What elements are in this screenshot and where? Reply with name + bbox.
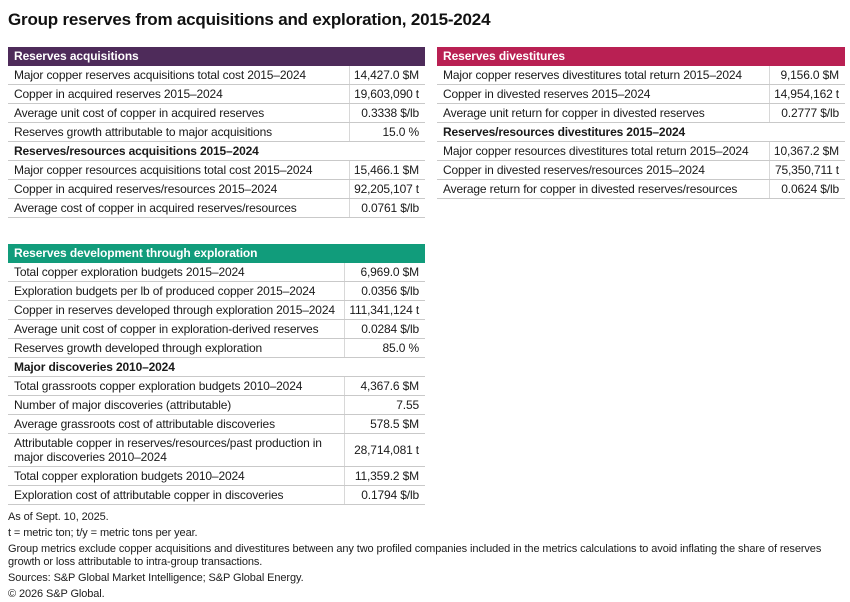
table-reserves-divestitures: Reserves divestitures Major copper reser…	[437, 47, 845, 199]
table-subheader-row: Reserves/resources acquisitions 2015–202…	[8, 141, 425, 161]
table-row: Major copper resources divestitures tota…	[437, 141, 845, 161]
table-row: Copper in divested reserves 2015–2024 14,…	[437, 84, 845, 104]
metric-value: 11,359.2 $M	[344, 466, 425, 486]
metric-value: 0.0761 $/lb	[348, 198, 425, 218]
table-reserves-acquisitions: Reserves acquisitions Major copper reser…	[8, 47, 425, 218]
metric-label: Major copper resources divestitures tota…	[437, 141, 770, 161]
table-row: Reserves growth developed through explor…	[8, 338, 425, 358]
metric-label: Exploration cost of attributable copper …	[8, 485, 345, 505]
footnote-methodology: Group metrics exclude copper acquisition…	[8, 543, 822, 568]
metrics-table: Major copper reserves acquisitions total…	[8, 66, 425, 218]
table-row: Average grassroots cost of attributable …	[8, 414, 425, 434]
table-row: Exploration budgets per lb of produced c…	[8, 281, 425, 301]
metric-label: Copper in acquired reserves/resources 20…	[8, 179, 350, 199]
metric-label: Average unit cost of copper in explorati…	[8, 319, 345, 339]
metric-label: Total grassroots copper exploration budg…	[8, 376, 345, 396]
page-title: Group reserves from acquisitions and exp…	[8, 10, 491, 29]
subheader-label: Major discoveries 2010–2024	[8, 357, 425, 377]
metric-value: 75,350,711 t	[768, 160, 845, 180]
metric-label: Copper in divested reserves 2015–2024	[437, 84, 770, 104]
metric-value: 7.55	[344, 395, 425, 415]
right-column: Reserves divestitures Major copper reser…	[437, 47, 845, 199]
metric-value: 15.0 %	[348, 122, 425, 142]
table-subheader-row: Reserves/resources divestitures 2015–202…	[437, 122, 845, 142]
metric-label: Reserves growth developed through explor…	[8, 338, 345, 358]
table-row: Average return for copper in divested re…	[437, 179, 845, 199]
table-header-reserves-divestitures: Reserves divestitures	[437, 47, 845, 66]
table-row: Exploration cost of attributable copper …	[8, 485, 425, 505]
table-row: Attributable copper in reserves/resource…	[8, 433, 425, 467]
table-row: Total grassroots copper exploration budg…	[8, 376, 425, 396]
metric-label: Major copper reserves divestitures total…	[437, 66, 770, 85]
subheader-label: Reserves/resources acquisitions 2015–202…	[8, 141, 425, 161]
table-header-reserves-acquisitions: Reserves acquisitions	[8, 47, 425, 66]
table-header-reserves-exploration: Reserves development through exploration	[8, 244, 425, 263]
table-row: Copper in reserves developed through exp…	[8, 300, 425, 320]
metric-value: 0.2777 $/lb	[768, 103, 845, 123]
metric-value: 0.0356 $/lb	[344, 281, 425, 301]
metric-label: Major copper reserves acquisitions total…	[8, 66, 350, 85]
metrics-table: Total copper exploration budgets 2015–20…	[8, 263, 425, 505]
table-row: Copper in acquired reserves/resources 20…	[8, 179, 425, 199]
metric-label: Total copper exploration budgets 2010–20…	[8, 466, 345, 486]
metric-value: 0.1794 $/lb	[344, 485, 425, 505]
metric-label: Copper in reserves developed through exp…	[8, 300, 345, 320]
table-row: Copper in acquired reserves 2015–2024 19,…	[8, 84, 425, 104]
footnotes: As of Sept. 10, 2025. t = metric ton; t/…	[8, 511, 845, 601]
metric-label: Copper in divested reserves/resources 20…	[437, 160, 770, 180]
metric-value: 14,427.0 $M	[348, 66, 425, 85]
table-row: Number of major discoveries (attributabl…	[8, 395, 425, 415]
metric-label: Total copper exploration budgets 2015–20…	[8, 263, 345, 282]
footnote-copyright: © 2026 S&P Global.	[8, 588, 105, 600]
metric-value: 0.0284 $/lb	[344, 319, 425, 339]
footnote-as-of: As of Sept. 10, 2025.	[8, 511, 109, 523]
metric-value: 15,466.1 $M	[348, 160, 425, 180]
table-row: Major copper reserves divestitures total…	[437, 66, 845, 85]
table-row: Total copper exploration budgets 2010–20…	[8, 466, 425, 486]
metric-value: 85.0 %	[344, 338, 425, 358]
metric-label: Average unit return for copper in divest…	[437, 103, 770, 123]
table-row: Average unit cost of copper in explorati…	[8, 319, 425, 339]
metric-label: Average return for copper in divested re…	[437, 179, 770, 199]
metrics-table: Major copper reserves divestitures total…	[437, 66, 845, 199]
metric-value: 4,367.6 $M	[344, 376, 425, 396]
table-subheader-row: Major discoveries 2010–2024	[8, 357, 425, 377]
metric-label: Copper in acquired reserves 2015–2024	[8, 84, 350, 104]
metric-label: Average unit cost of copper in acquired …	[8, 103, 350, 123]
metric-value: 0.0624 $/lb	[768, 179, 845, 199]
footnote-units: t = metric ton; t/y = metric tons per ye…	[8, 527, 198, 539]
metric-label: Exploration budgets per lb of produced c…	[8, 281, 345, 301]
table-row: Average unit cost of copper in acquired …	[8, 103, 425, 123]
metric-label: Average cost of copper in acquired reser…	[8, 198, 350, 218]
metric-label: Attributable copper in reserves/resource…	[8, 433, 345, 467]
metric-label: Number of major discoveries (attributabl…	[8, 395, 345, 415]
metric-value: 6,969.0 $M	[344, 263, 425, 282]
table-reserves-exploration: Reserves development through exploration…	[8, 244, 425, 505]
metric-value: 111,341,124 t	[344, 300, 425, 320]
left-column: Reserves acquisitions Major copper reser…	[8, 47, 425, 505]
table-row: Major copper reserves acquisitions total…	[8, 66, 425, 85]
table-row: Major copper resources acquisitions tota…	[8, 160, 425, 180]
footnote-sources: Sources: S&P Global Market Intelligence;…	[8, 572, 304, 584]
metric-label: Major copper resources acquisitions tota…	[8, 160, 350, 180]
metric-value: 0.3338 $/lb	[348, 103, 425, 123]
metric-label: Reserves growth attributable to major ac…	[8, 122, 350, 142]
metric-value: 9,156.0 $M	[768, 66, 845, 85]
tables-layout: Reserves acquisitions Major copper reser…	[8, 47, 845, 505]
metric-value: 578.5 $M	[344, 414, 425, 434]
metric-value: 19,603,090 t	[348, 84, 425, 104]
table-row: Copper in divested reserves/resources 20…	[437, 160, 845, 180]
metric-value: 14,954,162 t	[768, 84, 845, 104]
table-row: Reserves growth attributable to major ac…	[8, 122, 425, 142]
metric-label: Average grassroots cost of attributable …	[8, 414, 345, 434]
table-row: Average unit return for copper in divest…	[437, 103, 845, 123]
table-row: Total copper exploration budgets 2015–20…	[8, 263, 425, 282]
subheader-label: Reserves/resources divestitures 2015–202…	[437, 122, 845, 142]
metric-value: 28,714,081 t	[344, 433, 425, 467]
metric-value: 10,367.2 $M	[768, 141, 845, 161]
table-row: Average cost of copper in acquired reser…	[8, 198, 425, 218]
metric-value: 92,205,107 t	[348, 179, 425, 199]
